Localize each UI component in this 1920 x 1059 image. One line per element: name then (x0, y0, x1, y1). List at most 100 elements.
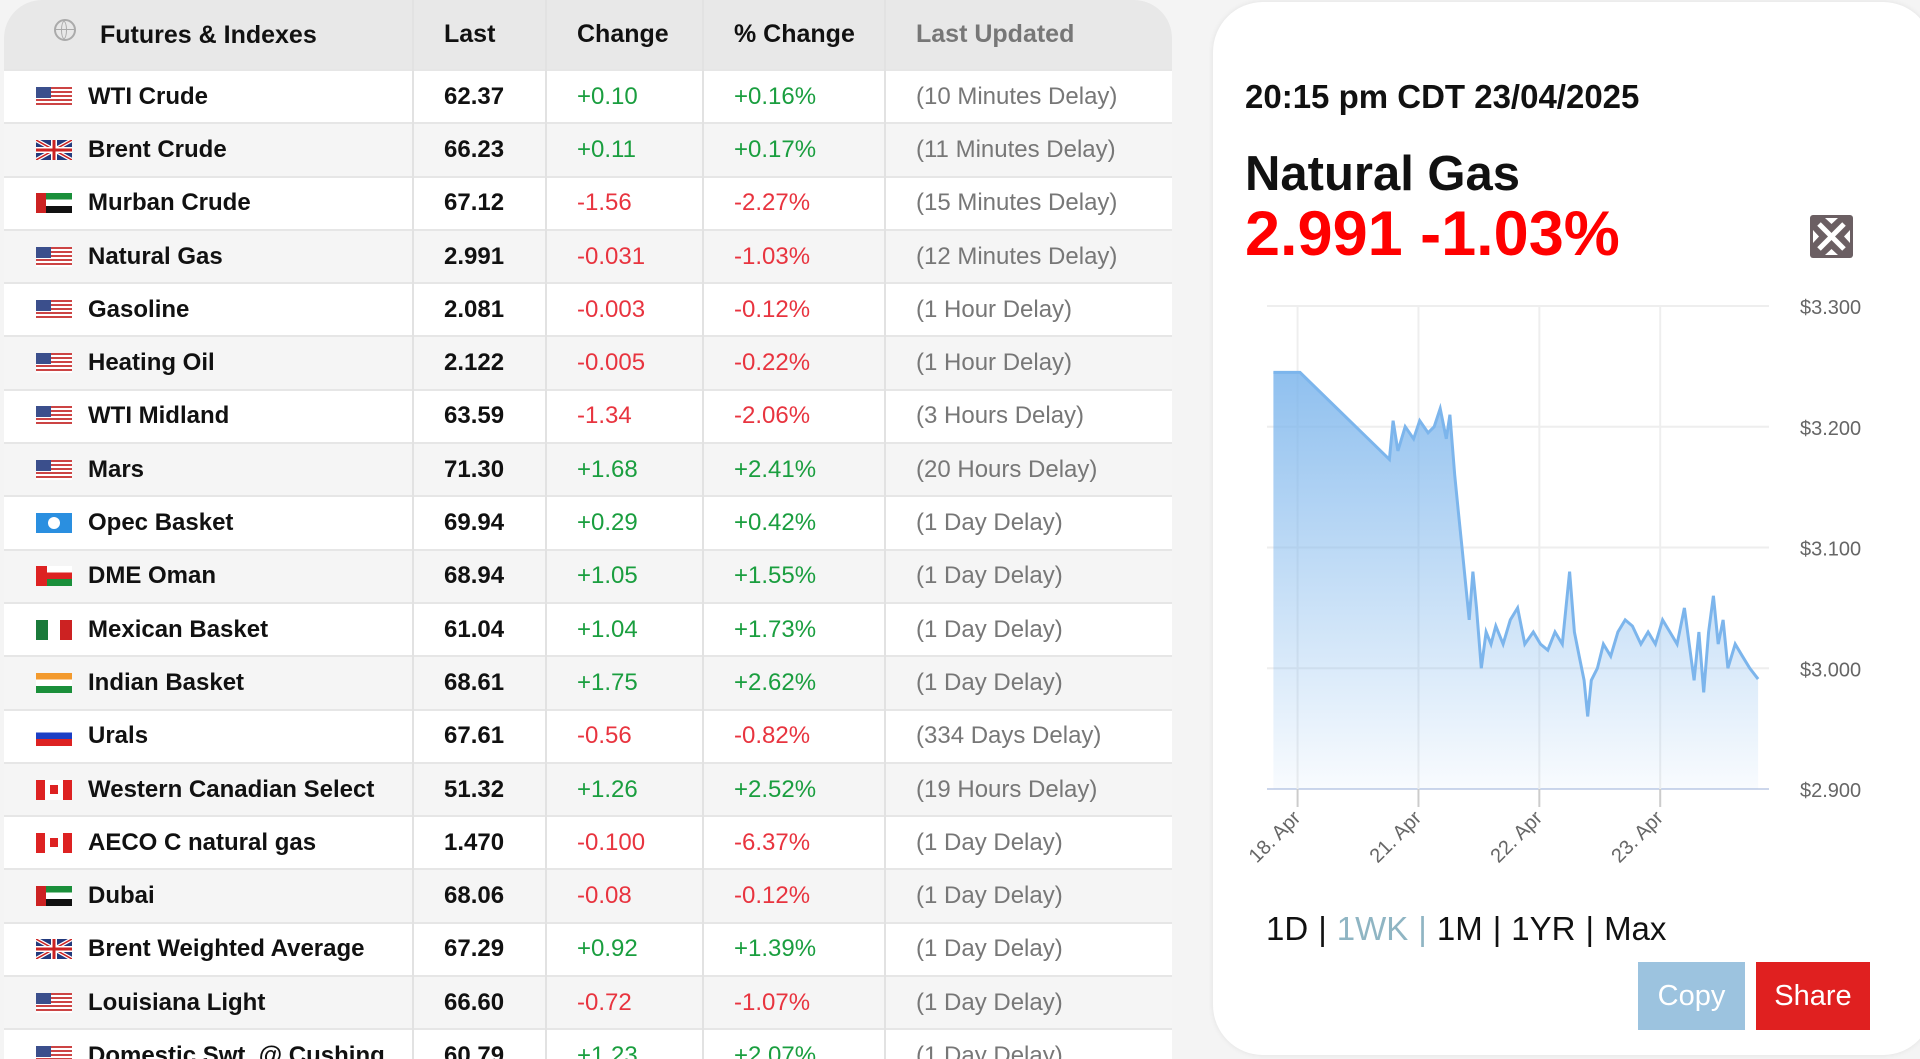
x-tick-label: 21. Apr (1366, 807, 1427, 868)
row-name[interactable]: Urals (4, 709, 414, 763)
row-name[interactable]: DME Oman (4, 549, 414, 603)
row-name[interactable]: WTI Crude (4, 70, 414, 124)
row-change: +0.10 (546, 70, 704, 124)
row-last-updated: (1 Day Delay) (916, 615, 1063, 643)
row-change: -0.08 (546, 869, 704, 923)
row-name[interactable]: Western Canadian Select (4, 762, 414, 817)
x-tick-label: 18. Apr (1245, 807, 1306, 868)
row-name[interactable]: Brent Weighted Average (4, 922, 414, 977)
row-name[interactable]: Dubai (4, 869, 414, 923)
row-name[interactable]: Mars (4, 443, 414, 497)
range-1m-button[interactable]: 1M (1436, 910, 1483, 947)
row-change: +0.29 (546, 496, 704, 550)
row-last-updated: (10 Minutes Delay) (916, 82, 1118, 110)
row-pct-change: +2.07% (703, 1029, 886, 1059)
row-name[interactable]: Murban Crude (4, 176, 414, 230)
share-button[interactable]: Share (1756, 962, 1870, 1030)
flag-uae-icon (36, 886, 72, 907)
copy-button[interactable]: Copy (1638, 962, 1745, 1030)
table-row[interactable]: Brent Weighted Average 67.29 +0.92 +1.39% (1… (4, 922, 1172, 977)
table-row[interactable]: Heating Oil 2.122 -0.005 -0.22% (1 Hour Dela… (4, 336, 1172, 390)
row-last: 69.94 (413, 496, 547, 550)
row-last: 71.30 (413, 443, 547, 497)
range-separator: | (1585, 910, 1595, 947)
row-name-label: WTI Midland (88, 402, 230, 430)
table-row[interactable]: Domestic Swt. @ Cushing 60.79 +1.23 +2.07% (… (4, 1029, 1172, 1059)
flag-us-icon (36, 299, 72, 320)
flag-us-icon (36, 459, 72, 480)
row-name-label: Opec Basket (88, 509, 234, 537)
row-name-label: Natural Gas (88, 242, 223, 270)
row-last-updated: (1 Day Delay) (916, 882, 1063, 910)
row-name[interactable]: WTI Midland (4, 389, 414, 444)
row-name[interactable]: Domestic Swt. @ Cushing (4, 1029, 414, 1059)
table-row[interactable]: Gasoline 2.081 -0.003 -0.12% (1 Hour Delay) (4, 283, 1172, 337)
row-last-updated: (19 Hours Delay) (916, 775, 1098, 803)
row-pct-change: +0.17% (703, 123, 886, 177)
row-name[interactable]: Mexican Basket (4, 602, 414, 657)
range-selector: 1D | 1WK | 1M | 1YR | Max (1266, 910, 1666, 948)
table-row[interactable]: WTI Midland 63.59 -1.34 -2.06% (3 Hours Dela… (4, 389, 1172, 444)
table-row[interactable]: Brent Crude 66.23 +0.11 +0.17% (11 Minutes D… (4, 123, 1172, 177)
table-row[interactable]: Louisiana Light 66.60 -0.72 -1.07% (1 Day De… (4, 976, 1172, 1030)
row-name[interactable]: Indian Basket (4, 656, 414, 710)
table-row[interactable]: Murban Crude 67.12 -1.56 -2.27% (15 Minutes … (4, 176, 1172, 230)
header-last-updated[interactable]: Last Updated (916, 20, 1075, 48)
row-last: 51.32 (413, 762, 547, 817)
row-name[interactable]: Brent Crude (4, 123, 414, 177)
row-pct-change: +1.55% (703, 549, 886, 603)
table-row[interactable]: Western Canadian Select 51.32 +1.26 +2.52% (… (4, 762, 1172, 817)
price-chart[interactable]: $3.300 $3.200 $3.100 $3.000 $2.900 18. Apr 21.… (1213, 2, 1920, 902)
y-tick-label: $3.000 (1800, 659, 1861, 681)
flag-us-icon (36, 86, 72, 107)
flag-canada-icon (36, 832, 72, 853)
row-pct-change: -6.37% (703, 816, 886, 870)
table-row[interactable]: Mars 71.30 +1.68 +2.41% (20 Hours Delay) (4, 443, 1172, 497)
flag-us-icon (36, 353, 72, 374)
header-change[interactable]: Change (546, 0, 704, 70)
range-1yr-button[interactable]: 1YR (1511, 910, 1576, 947)
table-row[interactable]: Opec Basket 69.94 +0.29 +0.42% (1 Day Delay) (4, 496, 1172, 550)
table-row[interactable]: Mexican Basket 61.04 +1.04 +1.73% (1 Day Del… (4, 602, 1172, 657)
flag-oman-icon (36, 566, 72, 587)
row-name[interactable]: Louisiana Light (4, 976, 414, 1030)
row-name[interactable]: AECO C natural gas (4, 816, 414, 870)
row-name-label: DME Oman (88, 562, 217, 590)
table-row[interactable]: AECO C natural gas 1.470 -0.100 -6.37% (1 Da… (4, 816, 1172, 870)
flag-us-icon (36, 1046, 72, 1059)
row-change: -0.72 (546, 976, 704, 1030)
table-row[interactable]: Natural Gas 2.991 -0.031 -1.03% (12 Minutes … (4, 229, 1172, 284)
row-last: 1.470 (413, 816, 547, 870)
header-name[interactable]: Futures & Indexes (4, 0, 414, 70)
table-row[interactable]: Indian Basket 68.61 +1.75 +2.62% (1 Day Dela… (4, 656, 1172, 710)
header-last[interactable]: Last (413, 0, 547, 70)
y-tick-label: $3.200 (1800, 418, 1861, 440)
table-row[interactable]: DME Oman 68.94 +1.05 +1.55% (1 Day Delay) (4, 549, 1172, 603)
row-last-updated: (20 Hours Delay) (916, 455, 1098, 483)
row-name[interactable]: Heating Oil (4, 336, 414, 390)
row-name[interactable]: Natural Gas (4, 229, 414, 284)
range-1wk-button[interactable]: 1WK (1336, 910, 1409, 947)
row-pct-change: +2.41% (703, 443, 886, 497)
row-name-label: Urals (88, 722, 149, 750)
header-pct-change[interactable]: % Change (703, 0, 886, 70)
row-change: -1.34 (546, 389, 704, 444)
flag-us-icon (36, 246, 72, 267)
chart-datetime: 20:15 pm CDT 23/04/2025 (1245, 78, 1640, 115)
table-row[interactable]: Dubai 68.06 -0.08 -0.12% (1 Day Delay) (4, 869, 1172, 923)
row-name[interactable]: Opec Basket (4, 496, 414, 550)
table-row[interactable]: WTI Crude 62.37 +0.10 +0.16% (10 Minutes Del… (4, 70, 1172, 124)
expand-icon[interactable] (1810, 215, 1853, 258)
row-name-label: Louisiana Light (88, 988, 266, 1016)
row-last-updated: (11 Minutes Delay) (916, 135, 1116, 163)
table-row[interactable]: Urals 67.61 -0.56 -0.82% (334 Days Delay) (4, 709, 1172, 763)
row-last-updated: (1 Day Delay) (916, 828, 1063, 856)
row-name[interactable]: Gasoline (4, 283, 414, 337)
row-pct-change: -2.27% (703, 176, 886, 230)
row-name-label: Heating Oil (88, 349, 215, 377)
row-pct-change: -2.06% (703, 389, 886, 444)
range-max-button[interactable]: Max (1604, 910, 1667, 947)
range-1d-button[interactable]: 1D (1266, 910, 1309, 947)
row-last: 2.081 (413, 283, 547, 337)
row-last: 2.122 (413, 336, 547, 390)
